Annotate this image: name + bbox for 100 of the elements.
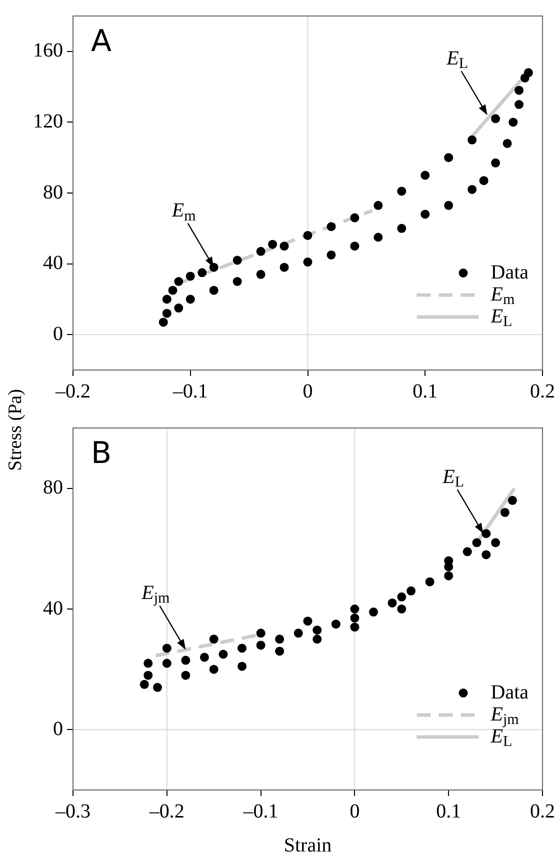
- point: [158, 318, 168, 327]
- point: [218, 650, 228, 659]
- x-tick-label: 0.2: [530, 800, 555, 822]
- legend-label: Data: [490, 261, 529, 284]
- point: [238, 644, 247, 653]
- point: [444, 200, 454, 210]
- point: [462, 547, 472, 556]
- point: [406, 586, 416, 596]
- x-tick-label: –0.2: [54, 380, 90, 402]
- point: [303, 616, 312, 626]
- point: [303, 230, 312, 240]
- point: [397, 592, 406, 602]
- point: [368, 608, 378, 617]
- x-tick-label: 0: [302, 380, 313, 402]
- x-tick-label: –0.2: [148, 800, 184, 822]
- point: [444, 153, 454, 162]
- point: [232, 256, 242, 265]
- point: [312, 626, 322, 635]
- x-tick-label: 0: [350, 800, 360, 822]
- point: [425, 577, 434, 586]
- x-tick-label: 0.2: [530, 380, 555, 402]
- x-axis-title: Strain: [284, 834, 332, 856]
- y-tick-label: 160: [33, 40, 63, 62]
- point: [280, 242, 289, 251]
- point: [468, 135, 477, 144]
- point: [200, 652, 209, 662]
- legend-label: Data: [490, 681, 529, 704]
- point: [209, 286, 218, 295]
- point: [256, 246, 266, 256]
- y-tick-label: 80: [43, 476, 63, 499]
- x-tick-label: –0.1: [242, 800, 278, 822]
- point: [350, 242, 360, 251]
- point: [331, 620, 340, 629]
- point: [256, 640, 266, 650]
- point: [479, 176, 488, 186]
- point: [268, 240, 278, 249]
- point: [350, 622, 360, 632]
- point: [444, 571, 454, 580]
- point: [162, 644, 172, 653]
- point: [491, 114, 500, 124]
- point: [350, 213, 360, 222]
- x-tick-label: –0.1: [172, 380, 208, 402]
- point: [153, 682, 162, 692]
- point: [520, 73, 530, 82]
- point: [174, 277, 184, 286]
- y-axis-title: Stress (Pa): [5, 389, 27, 471]
- point: [326, 250, 336, 260]
- point: [256, 270, 266, 279]
- point: [312, 634, 322, 644]
- point: [388, 598, 397, 608]
- point: [144, 670, 153, 680]
- chart-title: B: [91, 436, 112, 471]
- point: [502, 138, 512, 148]
- point: [198, 268, 207, 278]
- point: [468, 184, 477, 194]
- point: [374, 200, 383, 210]
- x-tick-label: –0.3: [54, 800, 90, 822]
- chart-title: A: [91, 24, 112, 59]
- point: [162, 294, 172, 304]
- x-tick-label: 0.1: [436, 800, 462, 822]
- point: [514, 86, 524, 95]
- y-tick-label: 0: [53, 718, 63, 740]
- point: [482, 550, 491, 560]
- point: [209, 634, 218, 644]
- point: [238, 662, 247, 671]
- point: [514, 100, 524, 109]
- point: [174, 304, 184, 313]
- point: [350, 604, 360, 614]
- point: [491, 538, 500, 548]
- point: [275, 646, 284, 656]
- point: [280, 262, 289, 272]
- point: [186, 272, 195, 281]
- point: [294, 628, 303, 638]
- point: [500, 508, 510, 517]
- point: [144, 658, 153, 668]
- point: [420, 170, 430, 180]
- point: [326, 222, 336, 232]
- point: [482, 529, 491, 538]
- point: [472, 538, 482, 548]
- point: [181, 656, 190, 665]
- point: [420, 210, 430, 219]
- x-tick-label: 0.1: [412, 380, 438, 402]
- point: [162, 658, 172, 668]
- point: [397, 224, 406, 233]
- y-tick-label: 40: [43, 597, 63, 620]
- point: [181, 670, 190, 680]
- y-tick-label: 80: [43, 181, 63, 204]
- point: [508, 496, 517, 505]
- y-tick-label: 120: [33, 110, 63, 132]
- point: [140, 680, 149, 689]
- point: [303, 258, 312, 267]
- point: [186, 294, 195, 304]
- point: [508, 118, 518, 127]
- point: [209, 664, 218, 674]
- y-tick-label: 0: [53, 322, 63, 345]
- point: [397, 186, 406, 196]
- point: [232, 277, 242, 286]
- y-tick-label: 40: [43, 252, 63, 274]
- point: [350, 614, 360, 623]
- point: [162, 308, 172, 318]
